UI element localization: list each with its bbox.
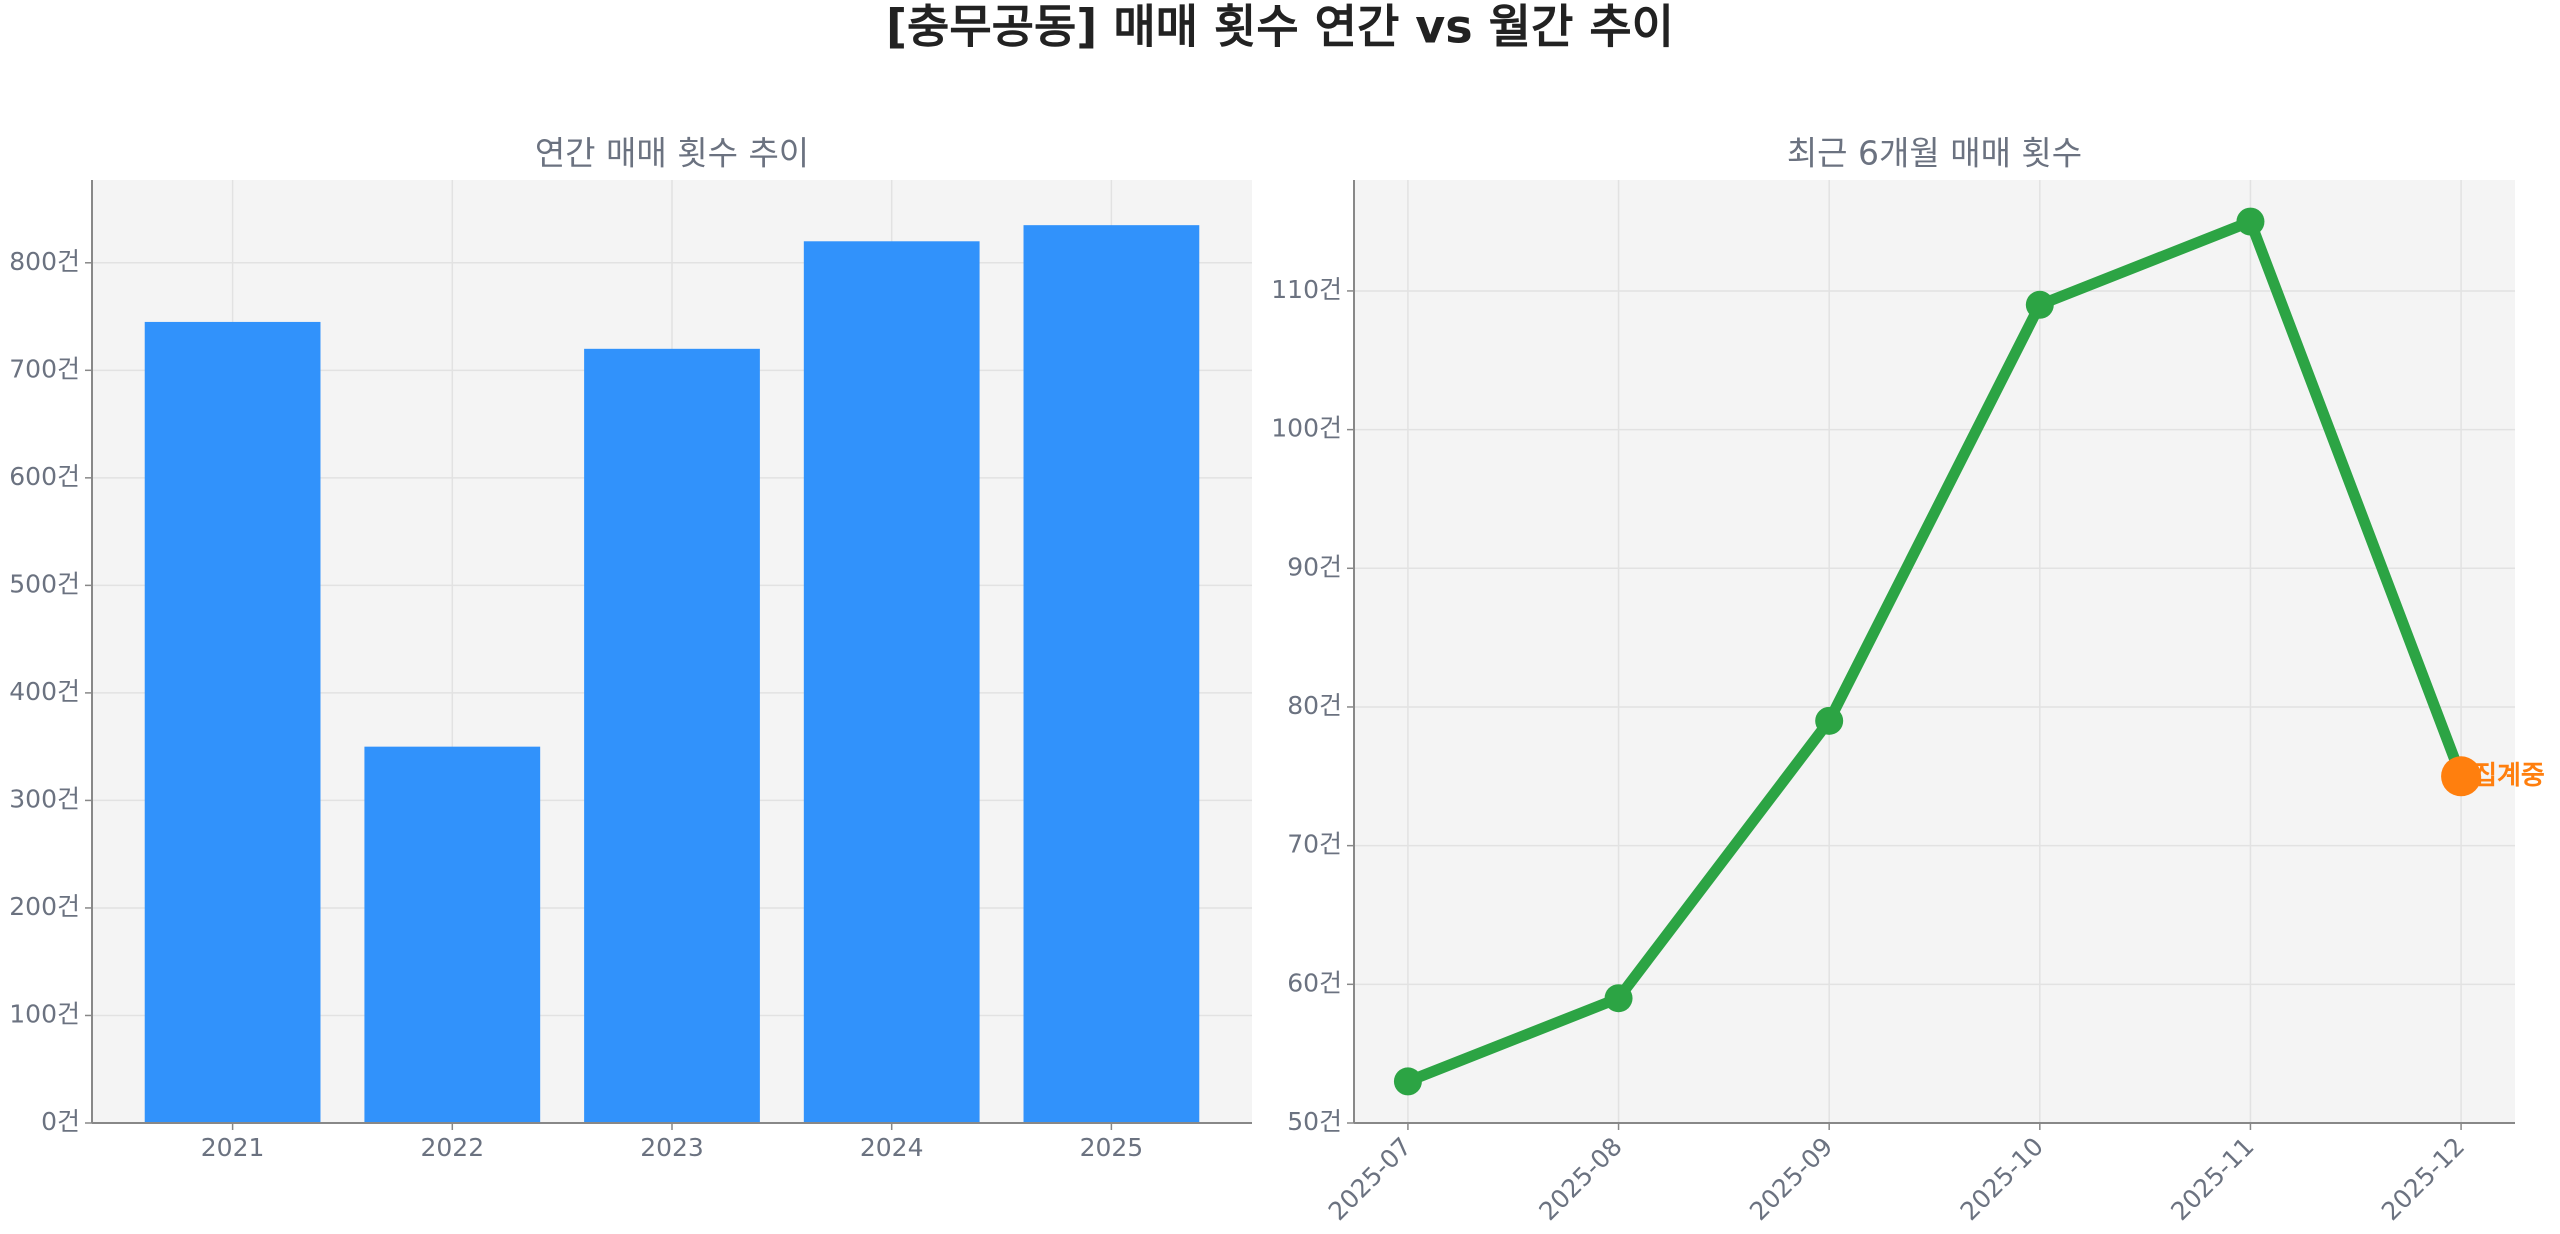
y-tick-label: 200건 <box>9 892 80 921</box>
x-tick-label: 2025-09 <box>1744 1132 1838 1226</box>
y-tick-label: 0건 <box>41 1107 80 1136</box>
chart-title: [충무공동] 매매 횟수 연간 vs 월간 추이 <box>886 0 1674 54</box>
y-tick-label: 400건 <box>9 677 80 706</box>
x-tick-label: 2023 <box>640 1133 704 1162</box>
subplot-title: 연간 매매 횟수 추이 <box>535 134 809 173</box>
y-tick-label: 100건 <box>9 999 80 1028</box>
bar <box>144 321 321 1124</box>
x-tick-label: 2025-08 <box>1533 1132 1627 1226</box>
y-tick-label: 100건 <box>1271 414 1342 443</box>
y-tick-label: 90건 <box>1287 552 1342 581</box>
point <box>2441 756 2482 797</box>
y-tick-label: 80건 <box>1287 691 1342 720</box>
bar <box>584 348 760 1123</box>
x-tick-label: 2022 <box>420 1133 484 1162</box>
x-tick-label: 2024 <box>860 1133 924 1162</box>
x-tick-label: 2025-10 <box>1955 1132 2049 1226</box>
y-tick-label: 800건 <box>9 247 80 276</box>
y-tick-label: 110건 <box>1271 275 1342 304</box>
bar <box>1023 225 1200 1124</box>
subplot-title: 최근 6개월 매매 횟수 <box>1787 134 2082 173</box>
x-tick-label: 2021 <box>201 1133 265 1162</box>
point <box>2025 290 2054 319</box>
bar <box>803 241 980 1124</box>
point <box>2236 207 2265 236</box>
x-tick-label: 2025-07 <box>1323 1132 1417 1226</box>
line <box>1405 216 2467 1087</box>
y-tick-label: 500건 <box>9 569 80 598</box>
y-tick-label: 70건 <box>1287 830 1342 859</box>
bar <box>364 746 541 1123</box>
point <box>1815 706 1844 735</box>
x-tick-label: 2025 <box>1080 1133 1144 1162</box>
x-tick-label: 2025-11 <box>2165 1132 2259 1226</box>
y-tick-label: 60건 <box>1287 968 1342 997</box>
y-tick-label: 600건 <box>9 462 80 491</box>
annotation: 집계중 <box>2473 761 2545 791</box>
y-tick-label: 700건 <box>9 354 80 383</box>
point <box>1604 984 1633 1013</box>
plot-area <box>1354 180 2515 1123</box>
y-tick-label: 50건 <box>1287 1107 1342 1136</box>
y-tick-label: 300건 <box>9 784 80 813</box>
x-tick-label: 2025-12 <box>2376 1132 2470 1226</box>
point <box>1393 1067 1422 1096</box>
